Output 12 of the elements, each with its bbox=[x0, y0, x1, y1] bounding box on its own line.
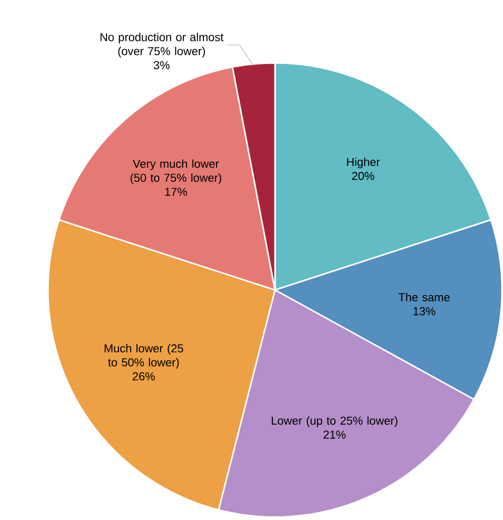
data-label: 20% bbox=[352, 172, 374, 180]
data-label: 3% bbox=[154, 61, 170, 70]
slice-label: Higher bbox=[347, 158, 380, 168]
slice-label: No production or almost (over 75% lower) bbox=[100, 32, 224, 58]
slice-label: The same bbox=[398, 292, 450, 302]
slice-label: Lower (up to 25% lower) bbox=[272, 416, 398, 428]
slice-label: Much lower (25 to 50% lower) bbox=[104, 344, 184, 369]
data-label: 21% bbox=[324, 430, 346, 439]
data-label: 26% bbox=[132, 372, 155, 380]
data-label: 13% bbox=[414, 307, 436, 316]
data-label: 17% bbox=[165, 188, 187, 196]
slice-label: Very much lower (50 to 75% lower) bbox=[130, 159, 222, 184]
